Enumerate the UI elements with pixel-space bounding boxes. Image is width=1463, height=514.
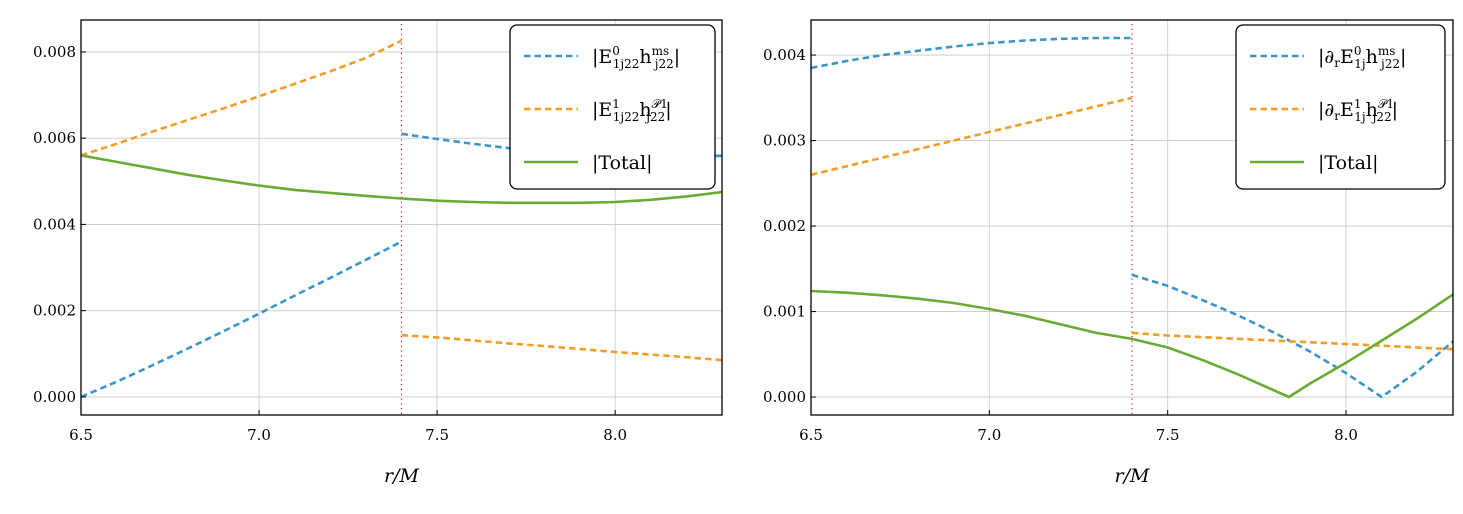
y-tick-label: 0.004 xyxy=(763,46,806,64)
legend-label-sub: 1j xyxy=(1354,110,1365,124)
legend-label-sub: 1j22 xyxy=(613,57,640,71)
series-line-1-segment-1 xyxy=(81,240,403,399)
series-line-2-segment-1 xyxy=(81,39,403,157)
legend: |E0 1j22hms j22||E1 1j22h𝒫1 j22||Total| xyxy=(509,24,716,190)
legend-label-base: |E xyxy=(592,99,612,121)
legend-label-sub: j22 xyxy=(644,110,665,124)
x-tick-label: 6.5 xyxy=(69,426,93,444)
series-line-3-segment-1 xyxy=(811,289,1453,399)
chart-panel-1: 6.5 7.0 7.5 8.0 0.000 0.002 0.004 0.006 0.008 r/M… xyxy=(33,19,723,487)
x-tick-label: 7.0 xyxy=(247,426,271,444)
series-line-2-segment-1 xyxy=(811,96,1133,177)
y-tick-label: 0.006 xyxy=(33,129,76,147)
legend-label-sub: 1j xyxy=(1354,57,1365,71)
legend-label-base: E xyxy=(1340,99,1354,121)
legend-label-sup: 𝒫1 xyxy=(1378,97,1394,111)
legend-label-sub: r xyxy=(1334,109,1340,123)
series-line-1-segment-1 xyxy=(811,36,1132,70)
legend-label-sub: j22 xyxy=(653,57,674,71)
legend-label-sup: 0 xyxy=(1354,44,1362,58)
legend-label-sub: j22 xyxy=(1371,110,1392,124)
series-line-2-segment-2 xyxy=(401,333,722,362)
legend-label-sup: 𝒫1 xyxy=(652,97,668,111)
ticks: 6.5 7.0 7.5 8.0 0.000 0.002 0.004 0.006 0.008 xyxy=(33,43,627,444)
y-tick-label: 0.004 xyxy=(33,215,76,233)
legend-label-base: h xyxy=(1366,99,1378,121)
legend-entry-1: |∂rE0 1jhms j22| xyxy=(1318,44,1406,71)
legend-label-sub: j22 xyxy=(1379,57,1400,71)
legend-label-sup: ms xyxy=(1378,44,1396,58)
legend-entry-2: |∂rE1 1jh𝒫1 j22| xyxy=(1318,97,1398,124)
legend-label-base: E xyxy=(1340,46,1354,68)
legend: |∂rE0 1jhms j22||∂rE1 1jh𝒫1 j22||Total| xyxy=(1235,24,1446,190)
series-group xyxy=(811,36,1453,399)
y-tick-label: 0.000 xyxy=(763,388,806,406)
legend-entry-1: |E0 1j22hms j22| xyxy=(592,44,680,71)
legend-label-base: h xyxy=(639,99,651,121)
legend-label-base: h xyxy=(1366,46,1378,68)
chart-panel-2: 6.5 7.0 7.5 8.0 0.000 0.001 0.002 0.003 0.004 r/M… xyxy=(763,19,1454,487)
legend-box xyxy=(1235,24,1446,190)
legend-label-base: | xyxy=(665,99,671,121)
x-tick-label: 6.5 xyxy=(799,426,823,444)
x-tick-label: 7.5 xyxy=(1156,426,1180,444)
y-tick-label: 0.002 xyxy=(763,217,806,235)
legend-entry-3: |Total| xyxy=(1318,152,1378,174)
x-tick-label: 8.0 xyxy=(603,426,627,444)
x-tick-label: 7.0 xyxy=(977,426,1001,444)
legend-label-sup: ms xyxy=(652,44,670,58)
legend-label-sup: 0 xyxy=(612,44,620,58)
legend-label-base: | xyxy=(1392,99,1398,121)
legend-label-sup: 1 xyxy=(1354,97,1362,111)
series-line-2-segment-2 xyxy=(1131,331,1453,351)
x-axis-label: r/M xyxy=(1115,465,1150,487)
legend-label-base: |∂ xyxy=(1318,99,1334,121)
axes-frame xyxy=(810,19,1454,416)
legend-label-base: h xyxy=(639,46,651,68)
legend-label: |Total| xyxy=(1318,152,1378,174)
y-tick-label: 0.008 xyxy=(33,43,76,61)
ticks: 6.5 7.0 7.5 8.0 0.000 0.001 0.002 0.003 0.004 xyxy=(763,46,1358,444)
legend-label-sub: r xyxy=(1334,56,1340,70)
axes-frame xyxy=(80,19,723,416)
series-line-3-segment-1 xyxy=(81,154,722,205)
legend-label-sup: 1 xyxy=(612,97,620,111)
legend-label-base: |E xyxy=(592,46,612,68)
y-tick-label: 0.003 xyxy=(763,132,806,150)
x-tick-label: 8.0 xyxy=(1334,426,1358,444)
x-tick-label: 7.5 xyxy=(425,426,449,444)
legend-label-base: |∂ xyxy=(1318,46,1334,68)
legend-label: |Total| xyxy=(592,152,652,174)
legend-entry-2: |E1 1j22h𝒫1 j22| xyxy=(592,97,672,124)
x-axis-label: r/M xyxy=(384,465,419,487)
gridlines xyxy=(810,20,1453,415)
legend-entry-3: |Total| xyxy=(592,152,652,174)
legend-box xyxy=(509,24,716,190)
y-tick-label: 0.000 xyxy=(33,388,76,406)
legend-label-base: | xyxy=(674,46,680,68)
legend-label-base: | xyxy=(1400,46,1406,68)
y-tick-label: 0.001 xyxy=(763,303,806,321)
y-tick-label: 0.002 xyxy=(33,302,76,320)
legend-label-sub: 1j22 xyxy=(613,110,640,124)
